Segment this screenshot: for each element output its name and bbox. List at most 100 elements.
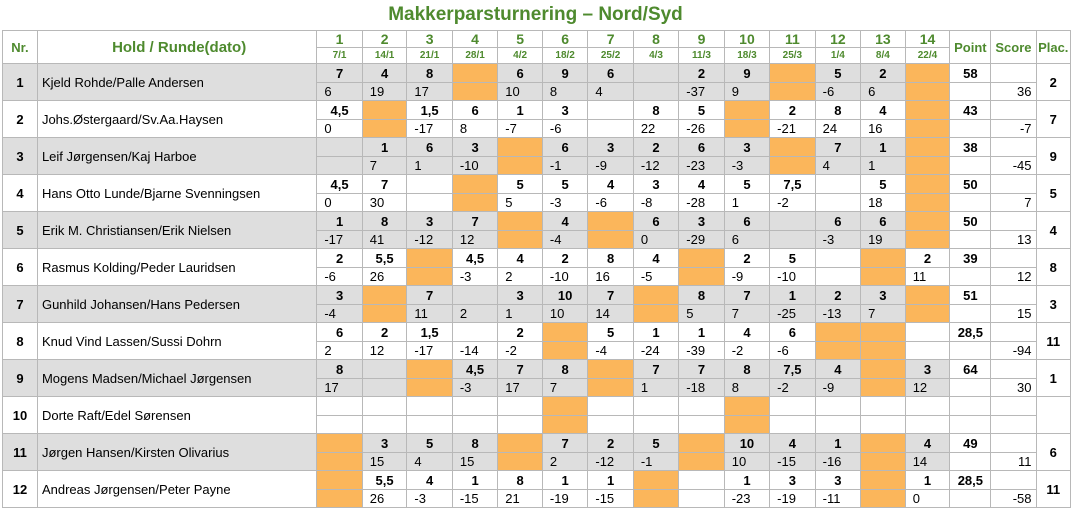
round-score: 14 (904, 452, 951, 471)
round-score: 19 (361, 82, 408, 101)
round-score: 12 (904, 378, 951, 397)
bye-cell (541, 396, 589, 416)
round-score (904, 341, 951, 360)
total-score: -94 (990, 341, 1037, 360)
round-points: 6 (316, 322, 363, 342)
round-score: -15 (451, 489, 499, 508)
round-score: 17 (316, 378, 363, 397)
round-score: 4 (814, 156, 862, 175)
round-score: -6 (814, 82, 862, 101)
round-points: 9 (541, 63, 589, 83)
bye-cell (860, 359, 906, 379)
round-points: 6 (632, 211, 680, 231)
bye-cell (451, 193, 499, 212)
round-score: 7 (723, 304, 771, 323)
round-points: 4 (497, 248, 543, 268)
round-points: 3 (860, 285, 906, 305)
round-score: 9 (723, 82, 771, 101)
round-score: -18 (678, 378, 725, 397)
round-score (769, 230, 816, 249)
round-points: 5 (769, 248, 816, 268)
round-score (316, 156, 363, 175)
score-spacer (990, 211, 1037, 231)
table-row: 4 Hans Otto Lunde/Bjarne Svenningsen 4,5 7 5… (2, 174, 1071, 212)
round-score: 1 (497, 304, 543, 323)
round-points: 6 (497, 63, 543, 83)
bye-cell (497, 156, 543, 175)
round-points (497, 396, 543, 416)
round-points: 5 (814, 63, 862, 83)
round-score: 17 (406, 82, 453, 101)
team-name: Dorte Raft/Edel Sørensen (36, 396, 318, 434)
round-points: 3 (678, 211, 725, 231)
round-score: -19 (541, 489, 589, 508)
round-score (361, 378, 408, 397)
bye-cell (904, 285, 951, 305)
total-score: 11 (990, 452, 1037, 471)
round-score: -17 (406, 119, 453, 138)
round-points (678, 470, 725, 490)
round-score: 1 (406, 156, 453, 175)
round-points: 8 (723, 359, 771, 379)
table-row: 10 Dorte Raft/Edel Sørensen (2, 396, 1071, 434)
round-score (678, 489, 725, 508)
round-score: -37 (678, 82, 725, 101)
total-point: 28,5 (949, 470, 992, 490)
round-date: 28/1 (451, 47, 499, 64)
round-score: 10 (541, 304, 589, 323)
bye-cell (860, 489, 906, 508)
total-score: 7 (990, 193, 1037, 212)
round-score: 16 (860, 119, 906, 138)
round-score: -17 (316, 230, 363, 249)
table-row-scores: 0 -17 8 -7 -6 22 -26 -21 24 16 -7 (3, 119, 1071, 138)
bye-cell (860, 378, 906, 397)
round-number: 2 (361, 30, 408, 48)
round-points: 1 (814, 433, 862, 453)
round-points: 2 (904, 248, 951, 268)
round-points: 5,5 (361, 248, 408, 268)
round-score (406, 193, 453, 212)
round-score (406, 415, 453, 434)
bye-cell (814, 322, 862, 342)
round-number: 9 (678, 30, 725, 48)
total-point: 51 (949, 285, 992, 305)
round-score: -10 (541, 267, 589, 286)
round-score: 12 (361, 341, 408, 360)
round-score: 7 (541, 378, 589, 397)
round-score: -12 (632, 156, 680, 175)
round-score: -2 (497, 341, 543, 360)
bye-cell (316, 452, 363, 471)
round-points: 5 (406, 433, 453, 453)
round-score: 1 (723, 193, 771, 212)
round-date: 11/3 (678, 47, 725, 64)
bye-cell (541, 341, 589, 360)
round-score: 0 (632, 230, 680, 249)
round-score: -6 (769, 341, 816, 360)
table-row-scores: -17 41 -12 12 -4 0 -29 6 -3 19 13 (3, 230, 1071, 249)
bye-cell (406, 359, 453, 379)
round-points: 8 (541, 359, 589, 379)
team-number: 9 (2, 359, 38, 397)
score-spacer (990, 322, 1037, 342)
round-points (814, 396, 862, 416)
bye-cell (904, 100, 951, 120)
point-spacer (949, 341, 992, 360)
round-points: 7 (678, 359, 725, 379)
round-score: 7 (361, 156, 408, 175)
placement: 11 (1035, 470, 1071, 508)
round-points (451, 322, 499, 342)
round-points: 5,5 (361, 470, 408, 490)
round-score: -6 (316, 267, 363, 286)
round-points (814, 248, 862, 268)
round-score (316, 415, 363, 434)
round-points: 4 (904, 433, 951, 453)
round-score (860, 415, 906, 434)
round-points: 4 (632, 248, 680, 268)
team-number: 5 (2, 211, 38, 249)
round-score: -10 (769, 267, 816, 286)
round-score: -21 (769, 119, 816, 138)
score-spacer (990, 470, 1037, 490)
round-points: 5 (632, 433, 680, 453)
round-score: -24 (632, 341, 680, 360)
round-score: 2 (451, 304, 499, 323)
